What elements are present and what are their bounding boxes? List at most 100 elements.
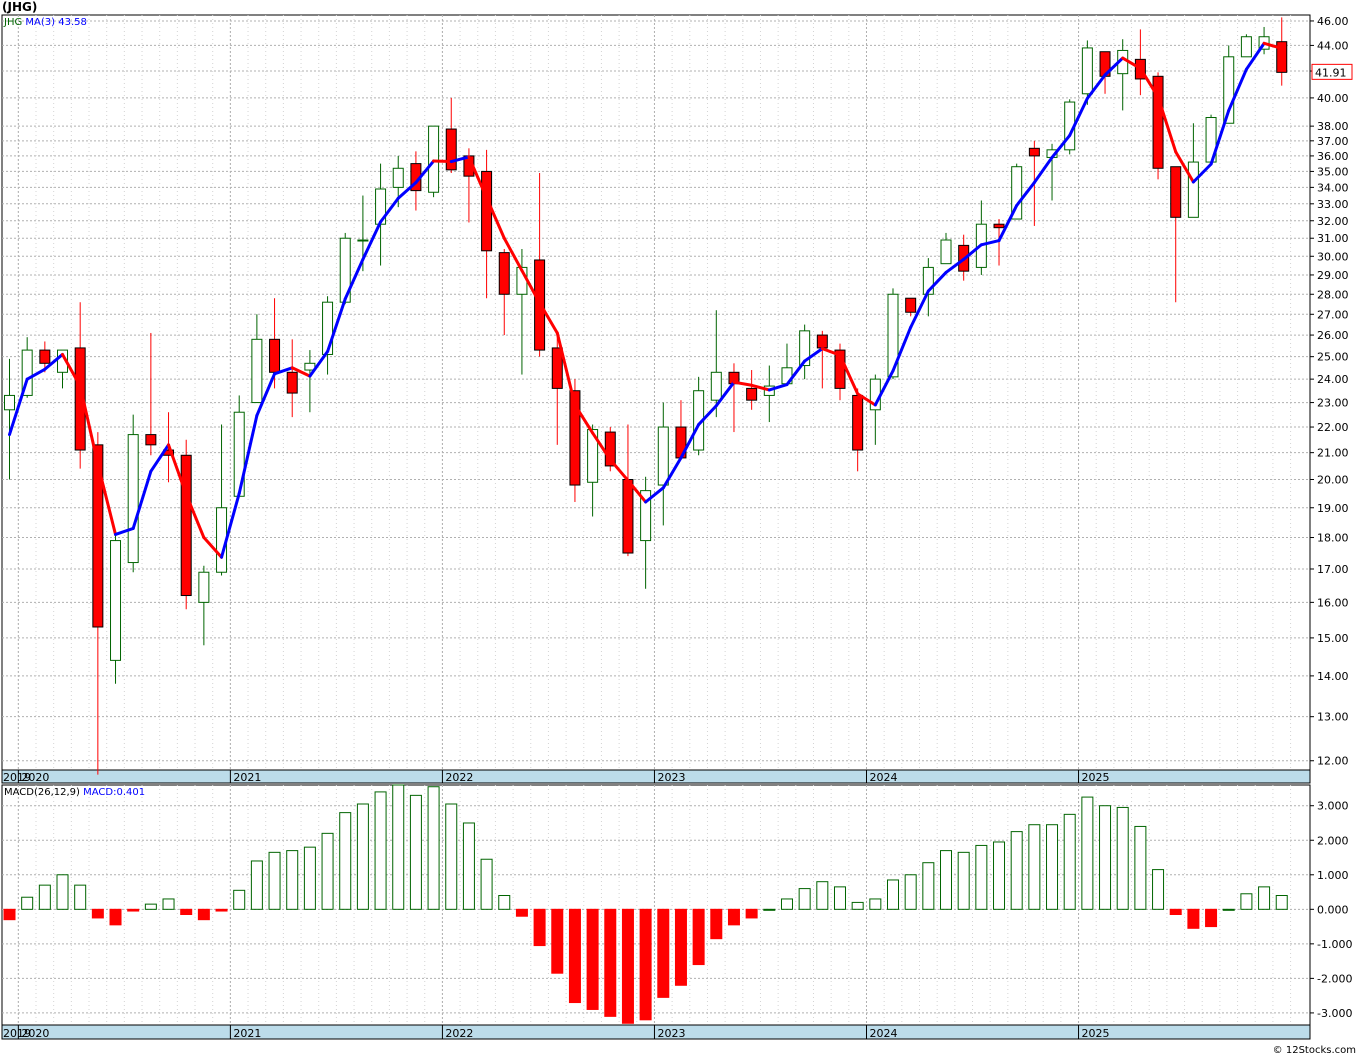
ma3-line-segment — [1209, 108, 1231, 166]
ma3-line-segment — [591, 431, 612, 462]
ma3-line-segment — [1121, 56, 1142, 70]
macd-bar — [462, 822, 475, 910]
price-y-tick-label: 12.00 — [1317, 755, 1349, 768]
price-y-tick-label: 33.00 — [1317, 198, 1349, 211]
macd-bar — [144, 903, 157, 910]
ma3-line-segment — [308, 350, 330, 378]
ma3-line-segment — [1068, 96, 1089, 137]
price-y-tick-label: 32.00 — [1317, 215, 1349, 228]
candle-body — [251, 338, 263, 404]
macd-bar — [975, 844, 988, 910]
price-y-tick-label: 46.00 — [1317, 15, 1349, 28]
macd-y-tick-label: -3.000 — [1317, 1007, 1352, 1020]
macd-bar — [1275, 895, 1288, 910]
ma3-line-segment — [838, 353, 860, 396]
ma3-line-segment — [661, 456, 683, 490]
macd-y-tick-label: 0.000 — [1317, 903, 1349, 916]
year-label: 2019 — [3, 1027, 31, 1040]
candle-body — [428, 125, 440, 193]
macd-bar — [1169, 908, 1182, 915]
macd-bar — [303, 846, 316, 910]
price-y-tick-label: 44.00 — [1317, 39, 1349, 52]
candle-body — [604, 431, 616, 467]
ma3-line-segment — [997, 203, 1019, 243]
macd-bar — [197, 908, 210, 921]
candle-body — [145, 434, 157, 446]
candle-body — [587, 429, 599, 483]
macd-bar — [869, 898, 882, 910]
last-price-box — [1311, 63, 1353, 80]
candle-body — [322, 301, 334, 355]
ma3-line-segment — [361, 220, 383, 261]
price-plot-frame — [1, 14, 1311, 771]
candle-body — [269, 338, 281, 373]
candle-body — [816, 334, 828, 349]
macd-bar — [1187, 908, 1200, 929]
ma3-line-segment — [25, 367, 47, 381]
ma3-line-segment — [608, 458, 630, 482]
macd-bar — [657, 908, 670, 998]
copyright-text: © 12Stocks.com — [1272, 1045, 1356, 1056]
candle-body — [1276, 41, 1288, 73]
price-y-tick-label: 19.00 — [1317, 502, 1349, 515]
price-y-tick-label: 38.00 — [1317, 120, 1349, 133]
candle-body — [357, 239, 369, 242]
candle-body — [1028, 147, 1040, 157]
ma3-line-segment — [202, 536, 224, 559]
year-label: 2024 — [869, 771, 897, 784]
ma3-line-segment — [502, 236, 524, 273]
candle-body — [127, 434, 139, 564]
candle-body — [392, 167, 404, 188]
candle-body — [445, 128, 457, 171]
macd-bar — [1099, 805, 1112, 910]
macd-bar — [727, 908, 740, 926]
ma3-line-segment — [379, 196, 400, 224]
candle-body — [710, 371, 722, 401]
candle-body — [1011, 166, 1023, 220]
macd-bar — [286, 850, 299, 910]
ma3-line-segment — [944, 257, 966, 274]
ma3-line-segment — [1103, 56, 1125, 77]
ma3-line-segment — [697, 404, 718, 427]
price-y-tick-label: 17.00 — [1317, 563, 1349, 576]
price-y-tick-label: 22.00 — [1317, 421, 1349, 434]
year-label: 2025 — [1082, 1027, 1110, 1040]
macd-bar — [957, 851, 970, 910]
year-label: 2025 — [1082, 771, 1110, 784]
macd-bar — [321, 832, 334, 910]
price-y-tick-label: 23.00 — [1317, 397, 1349, 410]
year-label: 2022 — [445, 771, 473, 784]
candle-body — [852, 394, 864, 451]
ma3-line-segment — [573, 403, 595, 435]
price-y-tick-label: 40.00 — [1317, 92, 1349, 105]
legend-ma-value: 43.58 — [58, 17, 87, 28]
macd-bar — [780, 898, 793, 910]
ma3-line-segment — [326, 297, 347, 354]
macd-y-tick-label: 3.000 — [1317, 800, 1349, 813]
ma3-line-segment — [78, 384, 100, 466]
candle-body — [551, 347, 563, 389]
macd-bar — [1116, 806, 1129, 910]
ma3-line-segment — [679, 423, 701, 460]
ma3-line-segment — [1244, 41, 1266, 71]
candle-body — [1081, 47, 1093, 95]
macd-legend-value: MACD:0.401 — [83, 787, 145, 798]
ma3-line-segment — [1085, 73, 1107, 100]
ma3-line-segment — [467, 155, 489, 200]
macd-bar — [1258, 886, 1271, 910]
ma3-line-segment — [432, 159, 453, 164]
ma3-line-segment — [290, 366, 312, 378]
ma3-line-segment — [555, 331, 577, 407]
macd-bar — [356, 803, 369, 910]
ma3-line-segment — [167, 443, 188, 496]
price-y-tick-label: 18.00 — [1317, 532, 1349, 545]
candle-body — [1240, 36, 1252, 58]
candle-body — [198, 571, 210, 603]
macd-bar — [551, 908, 564, 974]
price-time-bar — [1, 769, 1311, 784]
macd-bar — [1063, 813, 1076, 910]
ma3-line-segment — [962, 243, 983, 261]
chart-title: (JHG) — [2, 0, 38, 14]
